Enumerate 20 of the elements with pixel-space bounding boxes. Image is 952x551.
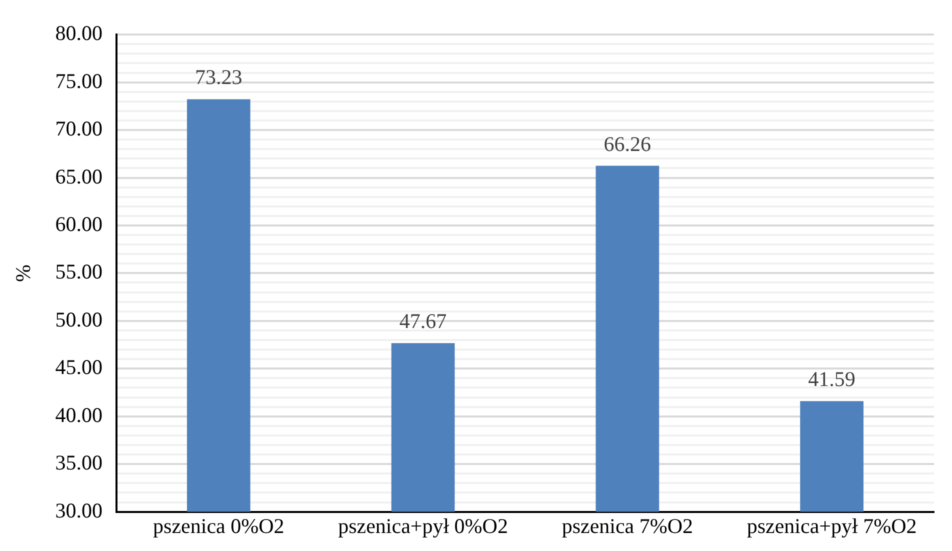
y-tick-label: 30.00 xyxy=(55,498,102,522)
y-tick-label: 75.00 xyxy=(55,68,102,93)
data-label: 47.67 xyxy=(399,309,447,334)
y-tick-label: 80.00 xyxy=(55,21,102,46)
y-tick-label: 60.00 xyxy=(55,212,102,236)
x-tick-label: pszenica+pył 0%O2 xyxy=(338,514,508,538)
x-tick-label: pszenica 7%O2 xyxy=(562,514,694,538)
x-tick-label: pszenica+pył 7%O2 xyxy=(746,514,917,538)
data-label: 66.26 xyxy=(604,132,652,156)
y-tick-label: 50.00 xyxy=(55,307,102,332)
y-tick-label: 70.00 xyxy=(55,116,102,141)
y-tick-label: 45.00 xyxy=(55,355,102,380)
y-tick-label: 40.00 xyxy=(55,402,102,427)
y-axis-title: % xyxy=(11,264,36,282)
y-tick-label: 55.00 xyxy=(55,260,102,284)
x-tick-label: pszenica 0%O2 xyxy=(153,514,284,538)
data-label: 73.23 xyxy=(195,65,242,90)
y-tick-label: 65.00 xyxy=(55,164,102,188)
y-tick-label: 35.00 xyxy=(55,450,102,475)
data-label: 41.59 xyxy=(808,367,856,392)
